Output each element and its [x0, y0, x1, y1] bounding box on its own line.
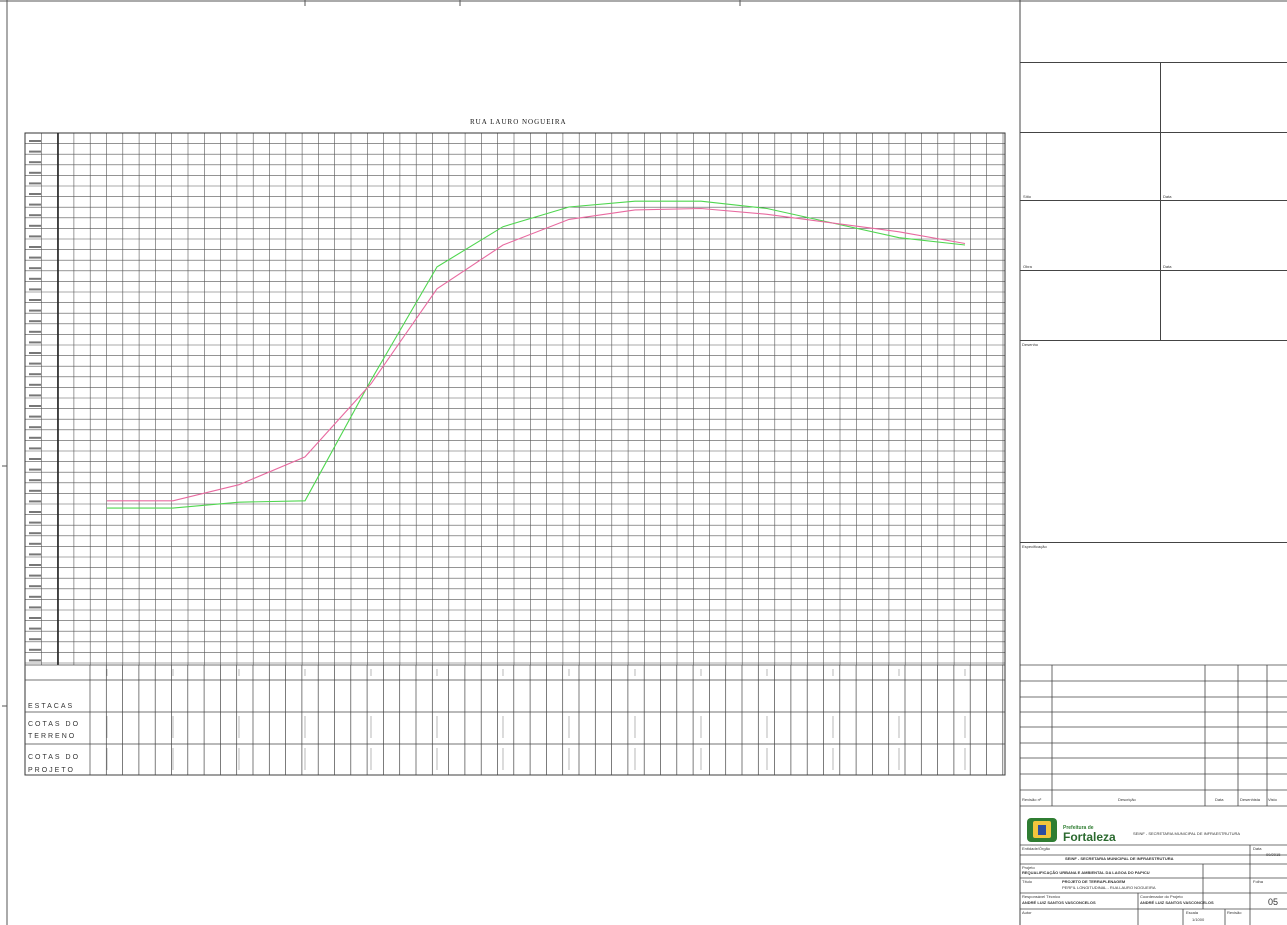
data-label: Data — [1253, 846, 1262, 851]
folha-label: Folha — [1253, 879, 1264, 884]
row-label-projeto-2: PROJETO — [28, 767, 75, 774]
entidade-label: Entidade/Órgão — [1022, 846, 1051, 851]
field-obra: Obra — [1023, 264, 1032, 269]
coord-value: ANDRÉ LUIZ SANTOS VASCONCELOS — [1140, 900, 1214, 905]
resp-value: ANDRÉ LUIZ SANTOS VASCONCELOS — [1022, 900, 1096, 905]
field-sitio: Sítio — [1023, 194, 1032, 199]
org-name: SEINF - SECRETARIA MUNICIPAL DE INFRAEST… — [1133, 831, 1241, 836]
row-label-terreno-1: COTAS DO — [28, 721, 81, 728]
titulo-value: PROJETO DE TERRAPLENAGEM — [1062, 879, 1126, 884]
autor-label: Autor — [1022, 910, 1032, 915]
revisao-label: Revisão — [1227, 910, 1242, 915]
chart-title: RUA LAURO NOGUEIRA — [470, 118, 567, 126]
rev-col-data: Data — [1215, 797, 1224, 802]
projeto-label: Projeto — [1022, 865, 1035, 870]
field-data-1: Data — [1163, 194, 1172, 199]
coord-label: Coordenador do Projeto — [1140, 894, 1183, 899]
rev-col-revisao: Revisão nº — [1022, 797, 1042, 802]
rev-col-visto: Visto — [1268, 797, 1277, 802]
logo-line-2: Fortaleza — [1063, 830, 1116, 844]
escala-value: 1/1000 — [1192, 917, 1205, 922]
row-label-terreno-2: TERRENO — [28, 733, 77, 740]
field-data-2: Data — [1163, 264, 1172, 269]
grid-lines — [24, 132, 1005, 665]
profile-table — [25, 664, 1005, 776]
row-label-estacas: ESTACAS — [28, 703, 75, 710]
entidade-value: SEINF - SECRETARIA MUNICIPAL DE INFRAEST… — [1065, 856, 1174, 861]
escala-label: Escala — [1186, 910, 1199, 915]
station-markers — [106, 669, 966, 770]
rev-col-descricao: Descrição — [1118, 797, 1136, 802]
row-label-projeto-1: COTAS DO — [28, 754, 81, 761]
titulo-label: Título — [1022, 879, 1033, 884]
projeto-value: REQUALIFICAÇÃO URBANA E AMBIENTAL DA LAG… — [1022, 870, 1150, 875]
elevation-tick-marks — [29, 140, 41, 662]
data-value: 09/2015 — [1266, 852, 1281, 857]
resp-label: Responsável Técnico — [1022, 894, 1061, 899]
series-line-projeto — [107, 207, 966, 502]
series-line-terreno — [107, 200, 966, 509]
rev-col-desenhista: Desenhista — [1240, 797, 1261, 802]
titulo-sub: PERFIL LONGITUDINAL - RUA LAURO NOGUEIRA — [1062, 885, 1156, 890]
field-desenho: Desenho — [1022, 342, 1039, 347]
field-especificacao: Especificação — [1022, 544, 1047, 549]
folha-value: 05 — [1268, 897, 1279, 907]
logo-line-1: Prefeitura de — [1063, 825, 1094, 831]
